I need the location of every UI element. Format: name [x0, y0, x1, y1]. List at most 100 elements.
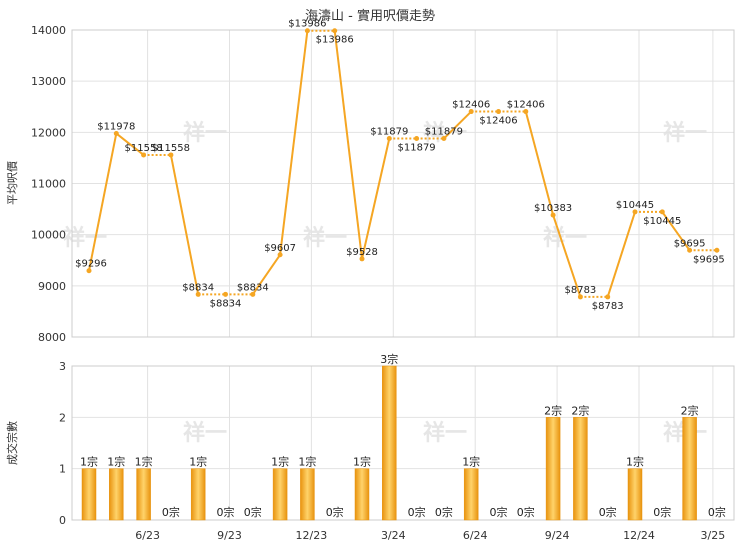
price-line-segment [333, 30, 363, 259]
watermark-text: 祥一 [423, 420, 467, 446]
price-tick-label: 10000 [31, 229, 66, 242]
price-point-label: $11879 [425, 127, 463, 138]
price-point-label: $13986 [316, 35, 354, 46]
price-point-label: $8783 [592, 301, 624, 312]
x-tick-label: 9/23 [217, 529, 242, 542]
price-point-label: $10383 [534, 203, 572, 214]
price-point [250, 291, 256, 297]
price-point-label: $12406 [507, 100, 545, 111]
price-axis-title: 平均呎價 [5, 161, 19, 205]
count-axis-title: 成交宗數 [5, 421, 19, 465]
count-bar [545, 417, 561, 521]
count-bar-label: 0宗 [435, 505, 453, 519]
count-bar-label: 1宗 [462, 455, 480, 469]
x-tick-label: 3/24 [381, 529, 406, 542]
count-plot-frame [71, 365, 735, 521]
price-point-label: $9607 [264, 243, 296, 254]
count-bar-label: 0宗 [599, 505, 617, 519]
price-point [605, 294, 611, 300]
price-line-segment [443, 110, 472, 140]
chart-title: 海濤山 - 實用呎價走勢 [305, 8, 435, 24]
count-bar-label: 1宗 [107, 455, 125, 469]
price-point [687, 247, 693, 253]
price-point-label: $12406 [479, 116, 517, 127]
count-bar [682, 417, 697, 521]
price-point [359, 256, 365, 262]
count-bar [300, 468, 315, 521]
price-plot-frame [71, 29, 735, 338]
price-line-segment [88, 133, 118, 271]
price-line-segment [115, 132, 145, 156]
price-point [714, 247, 720, 253]
price-point [414, 136, 420, 142]
price-line-segment [361, 138, 391, 260]
count-bar-label: 1宗 [80, 455, 98, 469]
price-point [113, 130, 119, 136]
count-bar [573, 417, 588, 521]
count-bar [463, 468, 479, 521]
count-bar-label: 0宗 [708, 505, 726, 519]
count-bar-label: 1宗 [135, 455, 153, 469]
price-point [632, 209, 638, 215]
price-point-label: $8834 [182, 282, 214, 293]
count-bar [627, 468, 643, 521]
price-point [550, 212, 556, 218]
watermark-text: 祥一 [303, 225, 347, 251]
x-tick-label: 6/23 [135, 529, 160, 542]
x-tick-label: 12/23 [296, 529, 328, 542]
price-tick-label: 13000 [31, 75, 66, 88]
price-point-label: $11558 [125, 143, 163, 154]
count-bar-label: 0宗 [326, 505, 344, 519]
price-point-label: $8783 [564, 285, 596, 296]
price-point [223, 291, 228, 297]
price-point-label: $9695 [693, 254, 725, 265]
price-point-label: $10445 [643, 216, 681, 227]
count-bar-label: 0宗 [244, 505, 262, 519]
watermark-text: 祥一 [63, 225, 107, 251]
count-bar [190, 468, 206, 521]
count-bar-label: 1宗 [271, 455, 289, 469]
price-line-segment [552, 214, 582, 298]
count-tick-label: 3 [59, 360, 66, 373]
price-point [577, 294, 583, 300]
count-bar-label: 0宗 [162, 505, 180, 519]
count-bar-label: 1宗 [353, 455, 371, 469]
watermark-text: 祥一 [183, 120, 227, 146]
price-point [304, 28, 310, 34]
price-point [141, 152, 147, 158]
count-tick-label: 1 [59, 463, 66, 476]
price-point-label: $9296 [75, 259, 107, 270]
count-bar-label: 0宗 [217, 505, 235, 519]
price-point [468, 109, 474, 115]
count-bar [136, 468, 151, 521]
count-bar [81, 468, 97, 521]
count-bar [272, 468, 288, 521]
price-point [496, 109, 501, 115]
price-point-label: $11978 [97, 121, 135, 132]
price-point [86, 268, 92, 274]
count-bar-label: 2宗 [681, 403, 699, 417]
count-bar-label: 1宗 [298, 455, 316, 469]
price-line-segment [279, 30, 309, 255]
price-point [523, 109, 529, 115]
x-tick-label: 3/25 [701, 529, 726, 542]
price-point-label: $11558 [152, 143, 190, 154]
x-tick-label: 12/24 [623, 529, 655, 542]
price-tick-label: 9000 [38, 280, 66, 293]
count-bar-label: 0宗 [490, 505, 508, 519]
count-bar-label: 0宗 [653, 505, 671, 519]
price-point-label: $11879 [398, 143, 436, 154]
price-point [168, 152, 174, 158]
x-tick-label: 9/24 [545, 529, 570, 542]
price-point-label: $8834 [237, 282, 269, 293]
count-bar [109, 468, 124, 521]
price-point [659, 209, 665, 215]
price-line-segment [524, 111, 555, 216]
price-tick-label: 14000 [31, 24, 66, 37]
count-bar-label: 0宗 [517, 505, 535, 519]
price-tick-label: 8000 [38, 331, 66, 344]
price-point-label: $9695 [674, 238, 706, 249]
price-line-segment [169, 154, 200, 295]
price-point [386, 136, 392, 142]
